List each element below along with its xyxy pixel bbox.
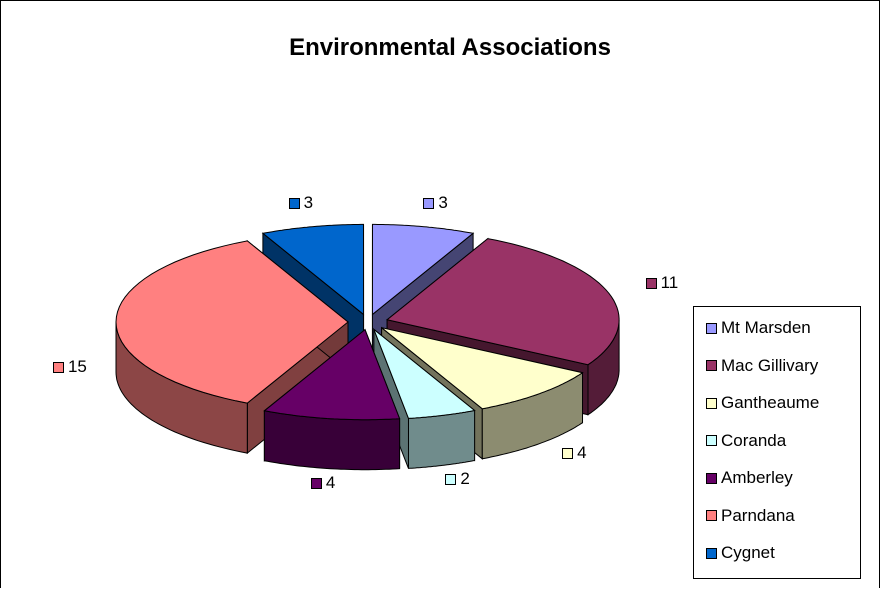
legend-item-coranda: Coranda [706, 431, 786, 451]
data-label-swatch [645, 277, 657, 289]
data-label-value: 4 [325, 473, 336, 493]
data-label-value: 2 [460, 469, 470, 489]
legend-swatch [706, 435, 717, 446]
data-label-value: 3 [303, 193, 314, 213]
data-label-value: 11 [660, 273, 679, 293]
data-label-value: 4 [577, 443, 587, 463]
legend: Mt Marsden Mac Gillivary Gantheaume Coranda… [693, 306, 861, 579]
data-label-coranda: 2 [445, 469, 470, 489]
data-label-swatch [52, 361, 64, 373]
legend-swatch [706, 397, 717, 409]
data-label-swatch [445, 473, 457, 485]
legend-swatch [706, 547, 717, 559]
legend-item-cygnet: Cygnet [706, 543, 775, 563]
legend-swatch [706, 510, 717, 521]
data-label-amberley: 4 [310, 473, 336, 493]
pie-slice-top-coranda [372, 327, 476, 419]
legend-label: Cygnet [721, 543, 775, 562]
data-label-parndana: 15 [52, 357, 87, 377]
legend-label: Parndana [721, 505, 795, 525]
data-label-mac-gillivary: 11 [645, 273, 679, 293]
legend-label: Amberley [721, 468, 793, 487]
legend-swatch [706, 360, 717, 371]
legend-item-mac-gillivary: Mac Gillivary [706, 356, 818, 376]
data-label-mt-marsden: 3 [423, 193, 448, 213]
legend-item-mt-marsden: Mt Marsden [706, 318, 811, 338]
data-label-gantheaume: 4 [562, 443, 587, 463]
data-label-swatch [423, 197, 435, 209]
data-label-cygnet: 3 [288, 193, 314, 213]
data-label-swatch [310, 477, 322, 489]
data-label-swatch [562, 447, 574, 459]
pie-slice-wall-coranda [408, 409, 476, 469]
pie-slice-top-amberley [263, 328, 401, 421]
legend-swatch [706, 472, 717, 484]
legend-item-parndana: Parndana [706, 506, 795, 526]
legend-item-amberley: Amberley [706, 468, 793, 488]
data-label-value: 3 [438, 193, 448, 213]
pie-slice-top-mt-marsden [371, 223, 475, 316]
legend-label: Gantheaume [721, 393, 820, 412]
pie-slice-top-cygnet [261, 223, 365, 316]
pie-slice-top-gantheaume [381, 327, 584, 410]
pie-slice-top-mac-gillivary [385, 238, 620, 366]
legend-item-gantheaume: Gantheaume [706, 393, 819, 413]
legend-label: Mac Gillivary [721, 355, 819, 375]
legend-swatch [706, 322, 717, 334]
data-label-swatch [288, 197, 300, 209]
legend-label: Coranda [721, 430, 787, 450]
pie-slice-top-parndana [115, 240, 349, 404]
legend-label: Mt Marsden [721, 318, 811, 337]
pie-slice-amberley [263, 328, 401, 471]
chart-title: Environmental Associations [289, 34, 611, 61]
data-label-value: 15 [67, 357, 87, 376]
